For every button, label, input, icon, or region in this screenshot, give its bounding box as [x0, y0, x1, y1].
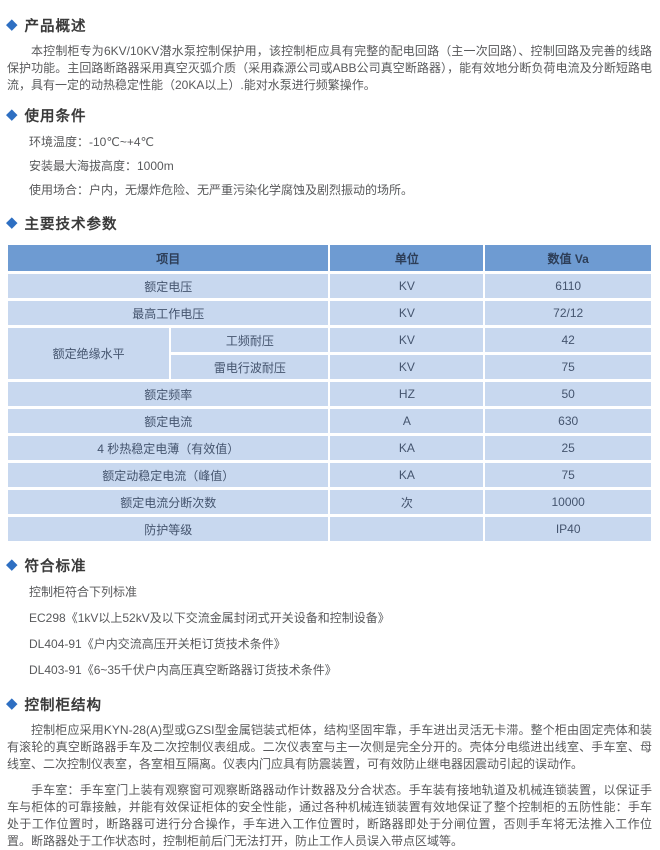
cell-unit: HZ — [330, 382, 484, 406]
section-header-standards: ◆ 符合标准 — [6, 555, 653, 576]
table-row: 额定电压 KV 6110 — [8, 274, 651, 298]
table-row: 额定动稳定电流（峰值） KA 75 — [8, 463, 651, 487]
table-row: 雷电行波耐压 KV 75 — [8, 355, 651, 379]
table-row: 额定电流 A 630 — [8, 409, 651, 433]
standard-dl403: DL403-91《6~35千伏户内高压真空断路器订货技术条件》 — [29, 663, 337, 677]
table-header-row: 项目 单位 数值 Va — [8, 245, 651, 271]
structure-paragraph-cabinet: 控制柜应采用KYN-28(A)型或GZSI型金属铠装式柜体，结构坚固牢靠，手车进… — [7, 723, 652, 771]
section-header-overview: ◆ 产品概述 — [6, 15, 653, 36]
section-parameters: ◆ 主要技术参数 项目 单位 数值 Va 额定电压 KV 6110 最高工作电压… — [6, 213, 653, 544]
cell-unit — [330, 517, 484, 541]
diamond-bullet-icon: ◆ — [6, 695, 18, 712]
cell-value: 6110 — [485, 274, 651, 298]
cell-unit: KV — [330, 274, 484, 298]
section-header-structure: ◆ 控制柜结构 — [6, 694, 653, 715]
section-conditions: ◆ 使用条件 环境温度：-10℃~+4℃ 安装最大海拔高度：1000m 使用场合… — [6, 105, 653, 202]
table-row: 防护等级 IP40 — [8, 517, 651, 541]
section-title-structure: 控制柜结构 — [24, 698, 103, 714]
section-overview: ◆ 产品概述 本控制柜专为6KV/10KV潜水泵控制保护用，该控制柜应具有完整的… — [6, 15, 653, 94]
section-title-overview: 产品概述 — [24, 19, 87, 35]
cell-unit: A — [330, 409, 484, 433]
table-row: 额定电流分断次数 次 10000 — [8, 490, 651, 514]
condition-temperature: 环境温度：-10℃~+4℃ — [29, 135, 154, 149]
cell-value: 10000 — [485, 490, 651, 514]
col-header-value: 数值 Va — [485, 245, 651, 271]
cell-value: 75 — [485, 355, 651, 379]
structure-paragraph-trolley: 手车室：手车室门上装有观察窗可观察断路器动作计数器及分合状态。手车装有接地轨道及… — [7, 783, 652, 848]
table-row: 最高工作电压 KV 72/12 — [8, 301, 651, 325]
col-header-unit: 单位 — [330, 245, 484, 271]
standard-dl404: DL404-91《户内交流高压开关柜订货技术条件》 — [29, 637, 286, 651]
parameters-table: 项目 单位 数值 Va 额定电压 KV 6110 最高工作电压 KV 72/12… — [6, 242, 653, 544]
cell-value: 75 — [485, 463, 651, 487]
table-row: 额定频率 HZ 50 — [8, 382, 651, 406]
cell-item: 额定电压 — [8, 274, 329, 298]
cell-unit: 次 — [330, 490, 484, 514]
section-header-parameters: ◆ 主要技术参数 — [6, 213, 653, 234]
cell-item: 额定电流 — [8, 409, 329, 433]
cell-value: 630 — [485, 409, 651, 433]
section-title-standards: 符合标准 — [24, 559, 87, 575]
cell-value: 42 — [485, 328, 651, 352]
cell-value: IP40 — [485, 517, 651, 541]
section-title-parameters: 主要技术参数 — [24, 217, 118, 233]
condition-altitude: 安装最大海拔高度：1000m — [29, 159, 174, 173]
table-row: 4 秒热稳定电薄（有效值） KA 25 — [8, 436, 651, 460]
section-header-conditions: ◆ 使用条件 — [6, 105, 653, 126]
section-standards: ◆ 符合标准 控制柜符合下列标准 EC298《1kV以上52kV及以下交流金属封… — [6, 555, 653, 683]
cell-value: 72/12 — [485, 301, 651, 325]
condition-location: 使用场合：户内，无爆炸危险、无严重污染化学腐蚀及剧烈振动的场所。 — [29, 183, 414, 197]
cell-item: 额定频率 — [8, 382, 329, 406]
cell-item: 雷电行波耐压 — [171, 355, 329, 379]
cell-unit: KV — [330, 328, 484, 352]
cell-group-insulation: 额定绝缘水平 — [8, 328, 170, 379]
diamond-bullet-icon: ◆ — [6, 16, 18, 33]
diamond-bullet-icon: ◆ — [6, 556, 18, 573]
cell-item: 额定动稳定电流（峰值） — [8, 463, 329, 487]
cell-value: 50 — [485, 382, 651, 406]
diamond-bullet-icon: ◆ — [6, 106, 18, 123]
cell-item: 工频耐压 — [171, 328, 329, 352]
standard-ec298: EC298《1kV以上52kV及以下交流金属封闭式开关设备和控制设备》 — [29, 611, 390, 625]
overview-paragraph: 本控制柜专为6KV/10KV潜水泵控制保护用，该控制柜应具有完整的配电回路（主一… — [7, 44, 652, 92]
cell-unit: KV — [330, 355, 484, 379]
table-row: 额定绝缘水平 工频耐压 KV 42 — [8, 328, 651, 379]
col-header-item: 项目 — [8, 245, 329, 271]
diamond-bullet-icon: ◆ — [6, 214, 18, 231]
cell-unit: KA — [330, 463, 484, 487]
section-structure: ◆ 控制柜结构 控制柜应采用KYN-28(A)型或GZSI型金属铠装式柜体，结构… — [6, 694, 653, 850]
cell-unit: KV — [330, 301, 484, 325]
cell-item: 最高工作电压 — [8, 301, 329, 325]
cell-item: 防护等级 — [8, 517, 329, 541]
standard-intro: 控制柜符合下列标准 — [29, 585, 138, 599]
section-title-conditions: 使用条件 — [24, 109, 87, 125]
cell-item: 额定电流分断次数 — [8, 490, 329, 514]
cell-unit: KA — [330, 436, 484, 460]
cell-value: 25 — [485, 436, 651, 460]
cell-item: 4 秒热稳定电薄（有效值） — [8, 436, 329, 460]
